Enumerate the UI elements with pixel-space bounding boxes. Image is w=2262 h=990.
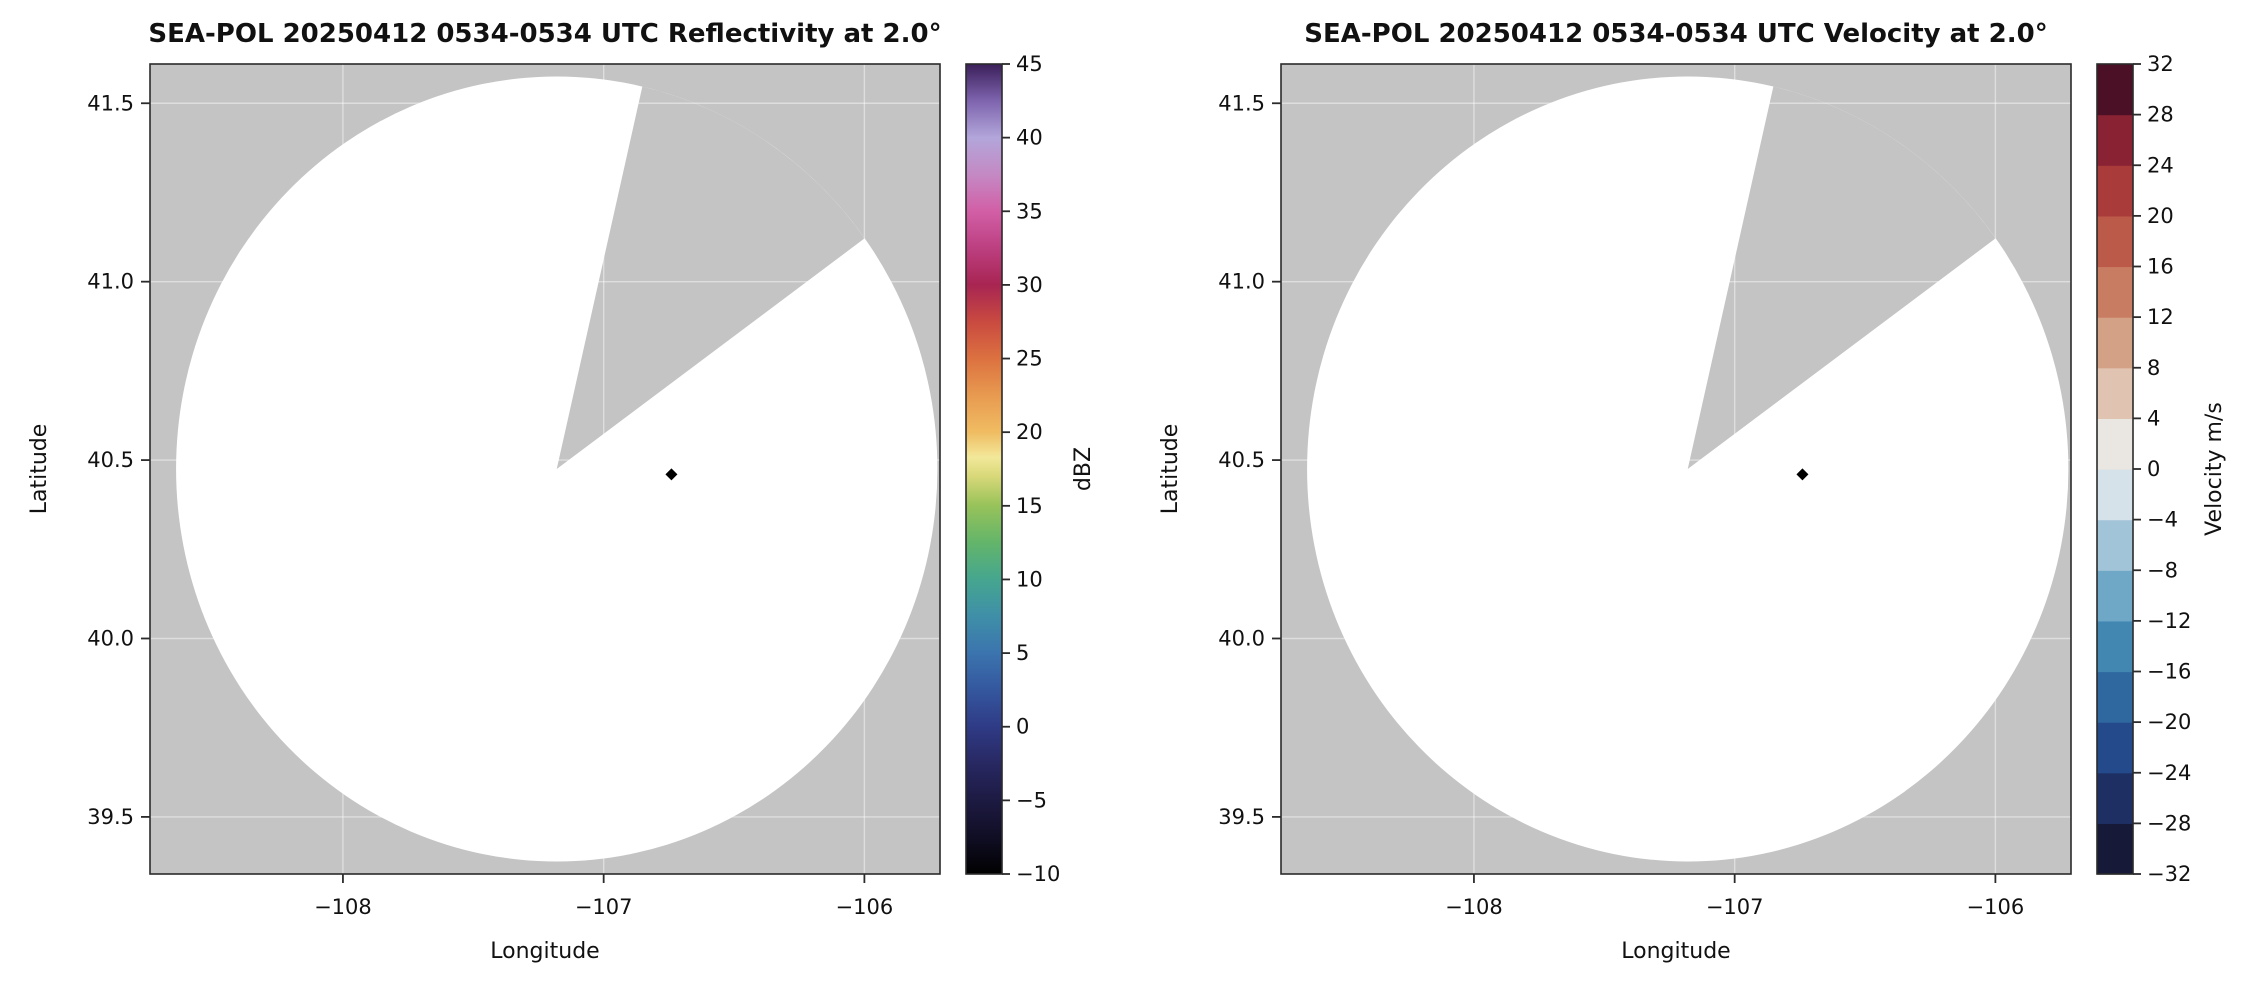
radar-site-marker [665,468,678,481]
panel-title: SEA-POL 20250412 0534-0534 UTC Reflectiv… [148,19,941,49]
colorbar-block [2097,671,2133,723]
colorbar-tick-label: 45 [1016,52,1043,76]
plot-border [1280,63,2072,875]
colorbar-gradient [966,64,1002,874]
colorbar-tick-label: 24 [2147,153,2174,177]
x-tick-label: −108 [1445,895,1503,919]
x-axis-label: Longitude [1621,939,1730,964]
panel-title: SEA-POL 20250412 0534-0534 UTC Velocity … [1304,19,2047,49]
colorbar-tick-label: 0 [1016,715,1029,739]
colorbar-block [2097,469,2133,521]
y-axis-label: Latitude [27,424,52,515]
colorbar-block [2097,722,2133,774]
colorbar-tick-label: 20 [1016,420,1043,444]
colorbar-tick-label: 0 [2147,457,2160,481]
colorbar-block [2097,620,2133,673]
colorbar-tick-label: 12 [2147,305,2174,329]
x-axis-label: Longitude [490,939,599,964]
colorbar-tick-label: 30 [1016,273,1043,297]
y-tick-label: 41.0 [87,270,134,294]
y-tick-label: 40.5 [87,448,134,472]
colorbar-border [965,63,1003,875]
colorbar-block [2097,114,2133,166]
colorbar-tick-label: 16 [2147,255,2174,279]
colorbar-block [2097,519,2133,571]
y-tick-label: 40.0 [1218,626,1265,650]
missing-sector-wedge [1687,86,1996,470]
colorbar-label: dBZ [1071,447,1096,491]
y-tick-label: 39.5 [1218,805,1265,829]
colorbar-tick-label: −10 [1016,862,1060,886]
colorbar-tick-label: 32 [2147,52,2174,76]
x-tick-label: −107 [575,895,633,919]
y-tick-label: 41.5 [1218,91,1265,115]
x-tick-label: −106 [1967,895,2025,919]
y-tick-label: 41.0 [1218,270,1265,294]
velocity-panel: −108 −107 −106 39.5 40.0 40.5 41.0 41.5 Longitud… [1158,19,2227,964]
colorbar-label: Velocity m/s [2202,402,2227,536]
x-tick-label: −108 [314,895,372,919]
colorbar-tick-label: 25 [1016,347,1043,371]
colorbar-block [2097,266,2133,318]
colorbar-tick-label: −24 [2147,761,2191,785]
colorbar-block [2097,823,2133,875]
colorbar-tick-label: 28 [2147,103,2174,127]
colorbar-block [2097,570,2133,622]
colorbar-block [2097,367,2133,419]
plot-border [149,63,941,875]
radar-site-marker [1796,468,1809,481]
colorbar-tick-label: 10 [1016,567,1043,591]
x-tick-label: −107 [1706,895,1764,919]
colorbar-block [2097,215,2133,268]
y-tick-label: 39.5 [87,805,134,829]
colorbar-tick-label: −16 [2147,660,2191,684]
colorbar-block [2097,772,2133,824]
y-tick-label: 40.5 [1218,448,1265,472]
colorbar-tick-label: 5 [1016,641,1029,665]
colorbar-tick-label: −28 [2147,811,2191,835]
colorbar-tick-label: 15 [1016,494,1043,518]
x-tick-label: −106 [836,895,894,919]
colorbar-block [2097,418,2133,470]
missing-sector-wedge [556,86,865,470]
colorbar-tick-label: 40 [1016,126,1043,150]
colorbar-tick-label: −4 [2147,508,2178,532]
colorbar-tick-label: 35 [1016,199,1043,223]
colorbar-tick-label: −20 [2147,710,2191,734]
colorbar-block [2097,165,2133,217]
y-tick-label: 40.0 [87,626,134,650]
colorbar-tick-label: 20 [2147,204,2174,228]
y-axis-label: Latitude [1158,424,1183,515]
y-tick-label: 41.5 [87,91,134,115]
colorbar-tick-label: −12 [2147,609,2191,633]
colorbar-tick-label: −5 [1016,788,1047,812]
colorbar-tick-label: −8 [2147,558,2178,582]
colorbar-block [2097,317,2133,369]
colorbar-block [2097,64,2133,116]
reflectivity-panel: −108 −107 −106 39.5 40.0 40.5 41.0 41.5 Longitud… [27,19,1096,964]
colorbar-tick-label: −32 [2147,862,2191,886]
colorbar-tick-label: 4 [2147,406,2160,430]
colorbar-tick-label: 8 [2147,356,2160,380]
